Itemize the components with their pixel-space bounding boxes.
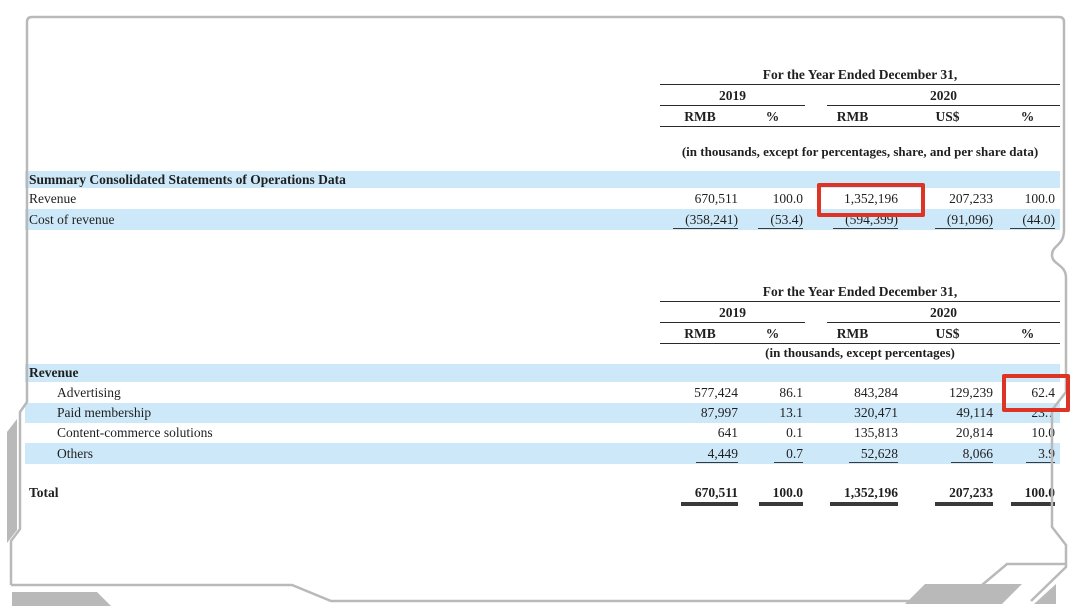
row-label: Others — [57, 446, 93, 461]
cell-rmb-2019: (358,241) — [660, 209, 740, 230]
cell-rmb-2020: 843,284 — [854, 385, 898, 400]
table1-year-row: 2019 2020 — [25, 85, 1060, 106]
table2-period-header: For the Year Ended December 31, — [660, 283, 1060, 302]
table1-col-usd-2020: US$ — [900, 107, 995, 127]
cell-rmb-2020: 135,813 — [854, 425, 898, 440]
row-label: Content-commerce solutions — [57, 425, 213, 440]
table1-col-pct-2019: % — [740, 107, 805, 127]
table-row-content-commerce: Content-commerce solutions 641 0.1 135,8… — [25, 423, 1060, 443]
cell-rmb-2019: 577,424 — [694, 385, 738, 400]
cell-usd-2020: 49,114 — [956, 405, 993, 420]
table1-period-row: For the Year Ended December 31, — [25, 66, 1060, 85]
table1-period-header: For the Year Ended December 31, — [660, 66, 1060, 85]
table1-units-note: (in thousands, except for percentages, s… — [681, 144, 1039, 159]
table2-units-note-row: (in thousands, except percentages) — [25, 343, 1060, 360]
frame-left-tab — [7, 419, 17, 543]
table2-col-rmb-2019: RMB — [660, 324, 740, 344]
table1-year-2019: 2019 — [660, 87, 805, 106]
row-label: Revenue — [29, 191, 77, 206]
cell-rmb-2020: 320,471 — [854, 405, 898, 420]
frame-bottom-line — [11, 562, 1066, 603]
table2-section-title: Revenue — [29, 365, 79, 380]
table-row-total: Total 670,511 100.0 1,352,196 207,233 10… — [25, 482, 1060, 503]
cell-pct-2019: 0.7 — [740, 443, 805, 464]
table-row-others: Others 4,449 0.7 52,628 8,066 3.9 — [25, 443, 1060, 464]
cell-usd-2020: 8,066 — [900, 443, 995, 464]
frame-corner-triangle — [1034, 584, 1056, 604]
cell-pct-2019: (53.4) — [740, 209, 805, 230]
cell-rmb-2020: 1,352,196 — [805, 482, 900, 503]
table1-year-2020: 2020 — [827, 87, 1060, 106]
cell-pct-2020: 3.9 — [995, 443, 1060, 464]
frame-bottom-left-bar — [12, 592, 111, 606]
cell-pct-2019: 86.1 — [779, 385, 803, 400]
cell-usd-2020: 20,814 — [955, 425, 993, 440]
table2-col-usd-2020: US$ — [900, 324, 995, 344]
table-row-advertising: Advertising 577,424 86.1 843,284 129,239… — [25, 382, 1060, 403]
frame-bottom-right-parallelogram — [905, 584, 1022, 604]
row-label: Paid membership — [57, 405, 152, 420]
table2-units-note: (in thousands, except percentages) — [765, 345, 955, 360]
table2-column-header-row: RMB % RMB US$ % — [25, 322, 1060, 344]
cell-pct-2019: 13.1 — [779, 405, 803, 420]
table-row-paid-membership: Paid membership 87,997 13.1 320,471 49,1… — [25, 403, 1060, 423]
cell-pct-2020: 100.0 — [995, 482, 1060, 503]
cell-pct-2019: 0.1 — [786, 425, 803, 440]
cell-rmb-2020: 52,628 — [805, 443, 900, 464]
cell-rmb-2019: 87,997 — [700, 405, 738, 420]
row-label: Total — [29, 485, 59, 500]
cell-rmb-2019: 641 — [717, 425, 738, 440]
cell-usd-2020: 207,233 — [900, 482, 995, 503]
highlight-box-advertising-pct-2020 — [1002, 374, 1070, 412]
table2-year-row: 2019 2020 — [25, 302, 1060, 323]
table2-col-pct-2019: % — [740, 324, 805, 344]
table2-section-row: Revenue — [25, 364, 1060, 382]
cell-pct-2020: 10.0 — [1031, 425, 1055, 440]
table1-col-rmb-2019: RMB — [660, 107, 740, 127]
row-label: Cost of revenue — [29, 212, 115, 227]
revenue-breakdown-table: For the Year Ended December 31, 2019 202… — [25, 283, 1060, 503]
table2-year-2020: 2020 — [827, 304, 1060, 323]
cell-pct-2020: 100.0 — [1024, 191, 1055, 206]
cell-rmb-2019: 4,449 — [660, 443, 740, 464]
table2-period-row: For the Year Ended December 31, — [25, 283, 1060, 302]
table1-col-rmb-2020: RMB — [805, 107, 900, 127]
table2-col-pct-2020: % — [995, 324, 1060, 344]
cell-rmb-2019: 670,511 — [694, 191, 738, 206]
cell-pct-2019: 100.0 — [740, 482, 805, 503]
row-label: Advertising — [57, 385, 121, 400]
cell-rmb-2019: 670,511 — [660, 482, 740, 503]
cell-pct-2019: 100.0 — [772, 191, 803, 206]
table2-year-2019: 2019 — [660, 304, 805, 323]
table1-column-header-row: RMB % RMB US$ % — [25, 105, 1060, 127]
highlight-box-revenue-rmb-2020 — [817, 183, 925, 217]
table2-col-rmb-2020: RMB — [805, 324, 900, 344]
cell-usd-2020: 129,239 — [949, 385, 993, 400]
table1-units-note-row: (in thousands, except for percentages, s… — [25, 126, 1060, 160]
cell-pct-2020: (44.0) — [995, 209, 1060, 230]
table1-col-pct-2020: % — [995, 107, 1060, 127]
